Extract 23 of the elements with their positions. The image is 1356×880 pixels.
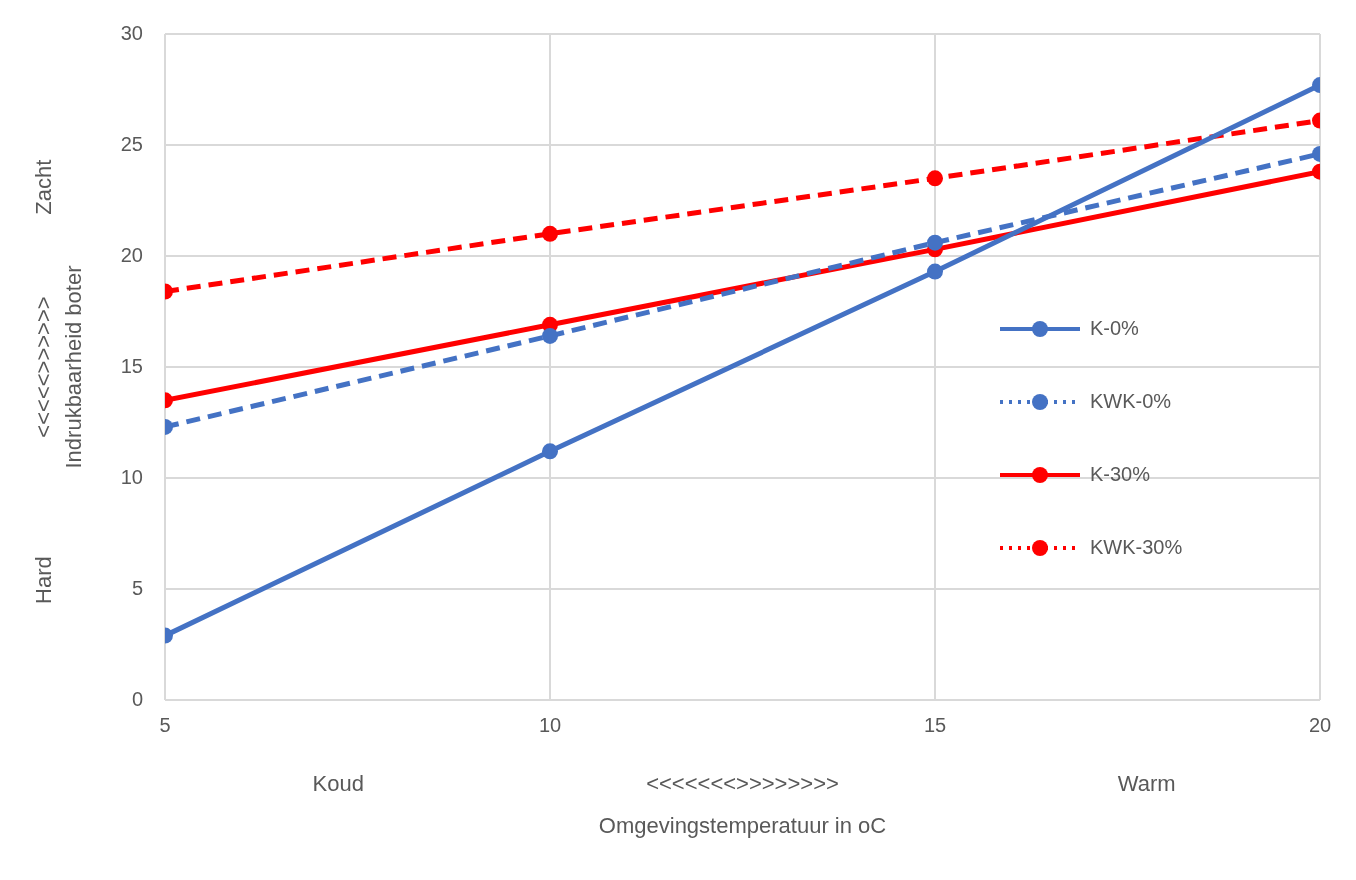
legend-label: K-30% xyxy=(1090,462,1151,485)
text: <<<<<<<>>>>>>>> xyxy=(646,771,839,797)
text: Hard xyxy=(31,556,57,604)
x-tick-label: 20 xyxy=(1308,713,1332,736)
text: <<<<<>>>>>> xyxy=(31,296,57,438)
y-tick-label: 10 xyxy=(120,465,143,488)
y-tick-label: 0 xyxy=(131,687,143,710)
legend-label: K-0% xyxy=(1090,316,1140,339)
y-axis-title: Indrukbaarheid boter xyxy=(61,265,87,469)
legend-label: KWK-0% xyxy=(1090,389,1172,412)
text: Koud xyxy=(312,771,364,797)
x-tick-label: 10 xyxy=(538,713,562,736)
x-axis-title: Omgevingstemperatuur in oC xyxy=(598,812,887,838)
y-tick-label: 15 xyxy=(120,354,143,377)
y-tick-label: 30 xyxy=(120,21,143,44)
text: Zacht xyxy=(31,159,57,215)
y-tick-label: 5 xyxy=(131,576,143,599)
y-tick-label: 25 xyxy=(120,132,143,155)
x-tick-label: 15 xyxy=(923,713,947,736)
x-tick-label: 5 xyxy=(159,713,171,736)
text: Warm xyxy=(1117,771,1176,797)
legend-label: KWK-30% xyxy=(1090,535,1183,558)
y-tick-label: 20 xyxy=(120,243,143,266)
